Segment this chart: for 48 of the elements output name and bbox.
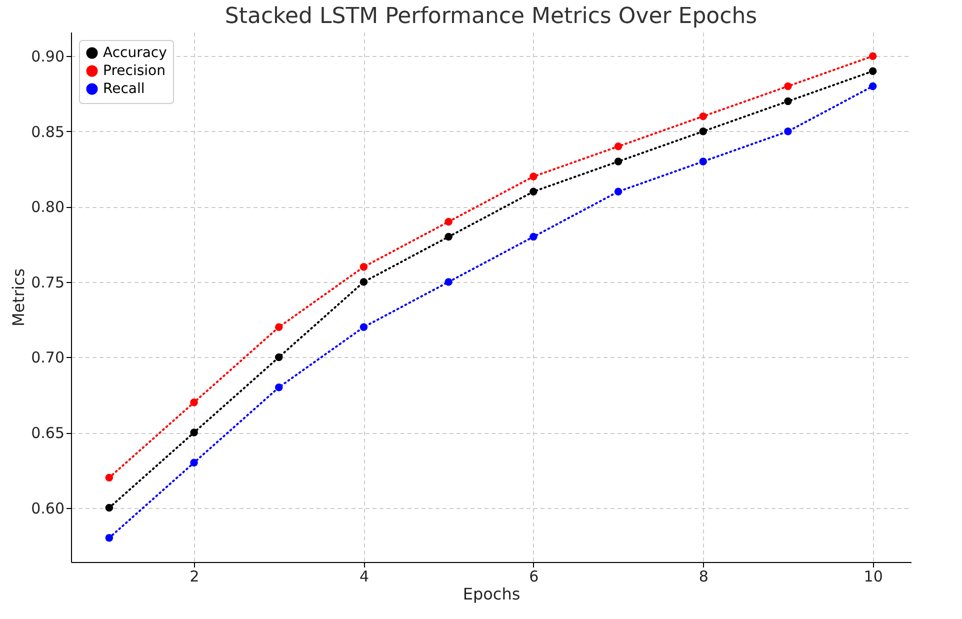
point [530, 188, 538, 196]
x-tick-label: 8 [698, 568, 708, 586]
point [868, 52, 877, 60]
legend-label: Accuracy [103, 45, 167, 61]
point [784, 128, 792, 136]
point [360, 323, 368, 331]
x-tick-label: 4 [359, 568, 369, 586]
point [105, 474, 114, 482]
point [444, 232, 452, 241]
point [530, 172, 538, 180]
point [444, 218, 452, 226]
point [444, 278, 452, 286]
y-tick-label: 0.80 [31, 198, 64, 216]
legend-label: Recall [103, 81, 145, 97]
y-tick-label: 0.85 [31, 122, 64, 141]
point [784, 97, 792, 106]
point [105, 534, 114, 542]
y-tick-label: 0.75 [31, 273, 64, 292]
legend-label: Precision [103, 63, 166, 79]
point [699, 112, 707, 120]
x-axis-title: Epochs [462, 584, 520, 604]
point [614, 188, 622, 196]
y-tick-label: 0.70 [31, 348, 64, 367]
point [699, 158, 707, 166]
point [784, 82, 792, 90]
point [190, 398, 198, 406]
point [868, 82, 877, 90]
point [360, 278, 368, 286]
point [614, 158, 622, 166]
y-tick-label: 0.65 [31, 424, 64, 442]
point [275, 383, 283, 392]
y-tick-label: 0.60 [31, 499, 64, 518]
point [190, 428, 198, 436]
x-tick-label: 10 [864, 568, 883, 586]
point [275, 353, 283, 362]
chart-title: Stacked LSTM Performance Metrics Over Epochs [224, 4, 758, 29]
point [360, 263, 368, 271]
point [275, 323, 283, 331]
x-tick-label: 6 [529, 568, 539, 586]
point [868, 67, 877, 76]
point [614, 142, 622, 150]
y-axis-title: Metrics [9, 268, 28, 327]
point [699, 128, 707, 136]
point [105, 504, 114, 512]
point [190, 458, 198, 466]
x-tick-label: 2 [190, 568, 200, 586]
point [530, 232, 538, 241]
y-tick-label: 0.90 [31, 48, 64, 66]
